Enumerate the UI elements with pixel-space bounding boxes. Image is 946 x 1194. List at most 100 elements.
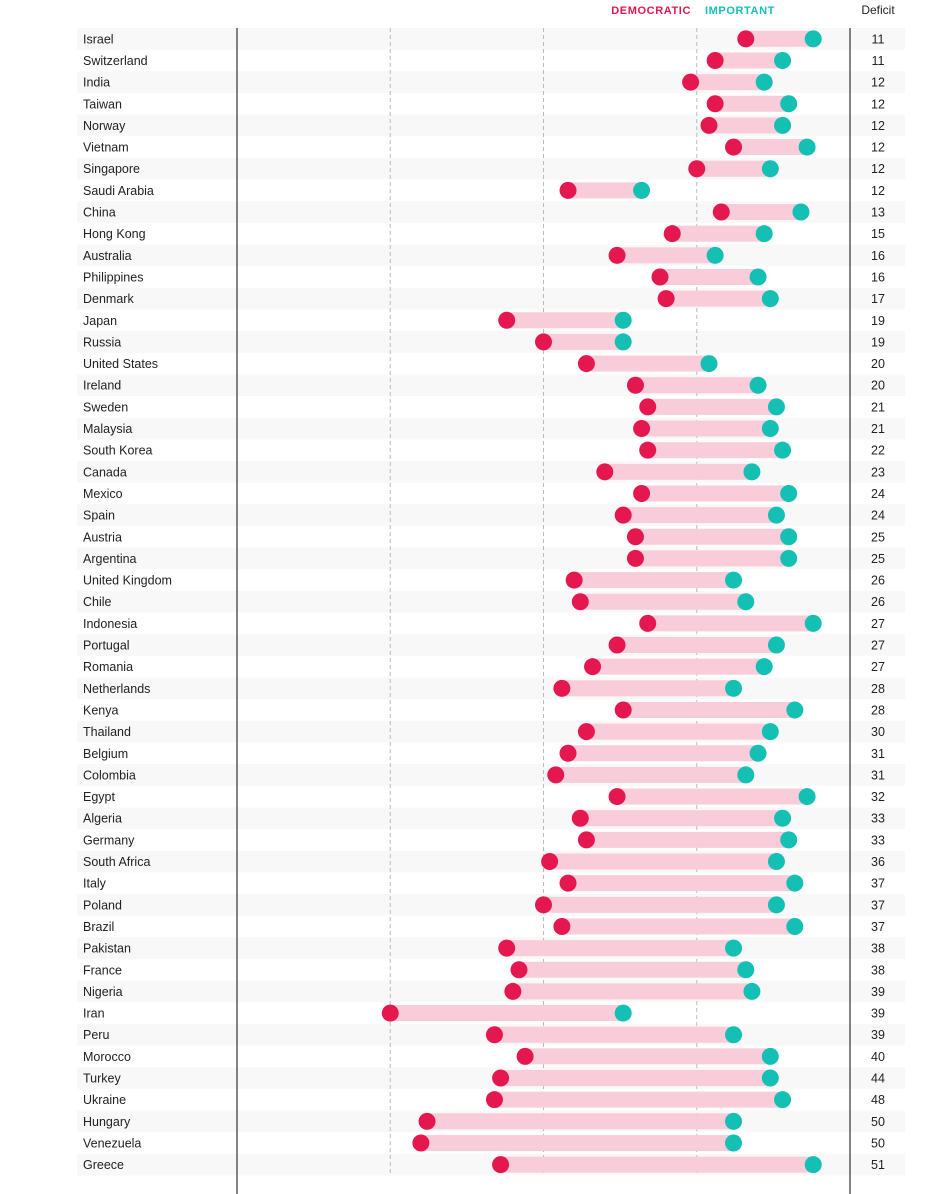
deficit-value: 12: [871, 184, 885, 198]
important-dot: [725, 679, 743, 697]
democratic-dot: [492, 1156, 510, 1174]
democratic-dot: [418, 1112, 436, 1130]
deficit-value: 37: [871, 920, 885, 934]
country-label: Vietnam: [83, 141, 129, 155]
democratic-dot: [682, 73, 700, 91]
important-dot: [804, 614, 822, 632]
gap-bar: [696, 160, 771, 177]
gap-bar: [672, 225, 765, 242]
country-label: Chile: [83, 595, 112, 609]
country-label: Austria: [83, 530, 122, 544]
gap-bar: [623, 507, 777, 524]
country-label: Netherlands: [83, 682, 150, 696]
row-stripe: [77, 114, 905, 137]
row-stripe: [77, 287, 905, 310]
deficit-value: 12: [871, 119, 885, 133]
gap-bar: [635, 377, 759, 394]
gap-bar: [580, 810, 783, 827]
gap-bar: [427, 1113, 734, 1130]
important-dot: [755, 73, 773, 91]
deficit-value: 13: [871, 206, 885, 220]
important-dot: [761, 290, 779, 308]
democratic-dot: [614, 701, 632, 719]
gap-bar: [543, 896, 777, 913]
democratic-dot: [626, 528, 644, 546]
row-stripe: [77, 677, 905, 700]
gap-bar: [512, 983, 752, 1000]
gap-bar: [647, 442, 783, 459]
country-label: Italy: [83, 877, 107, 891]
deficit-value: 16: [871, 249, 885, 263]
country-label: Hong Kong: [83, 227, 146, 241]
important-dot: [743, 463, 761, 481]
gap-bar: [666, 290, 771, 307]
important-dot: [761, 1047, 779, 1065]
democratic-dot: [626, 549, 644, 567]
gap-bar: [586, 355, 710, 372]
gap-bar: [561, 918, 795, 935]
gap-bar: [568, 875, 795, 892]
deficit-value: 21: [871, 422, 885, 436]
deficit-values: 11 11 12 12 12 12 12 12 13 15 16 16 17 19 19 20 20 21 21 22…: [871, 32, 885, 1172]
gap-bar: [690, 74, 765, 91]
axes: [236, 28, 851, 1194]
country-label: Philippines: [83, 270, 143, 284]
important-dot: [761, 1069, 779, 1087]
country-label: Egypt: [83, 790, 115, 804]
gap-bar: [647, 615, 814, 632]
important-dot: [780, 549, 798, 567]
deficit-value: 32: [871, 790, 885, 804]
important-dot: [798, 138, 816, 156]
gap-bar: [580, 593, 746, 610]
deficit-value: 16: [871, 270, 885, 284]
important-dot: [761, 420, 779, 438]
country-label: Venezuela: [83, 1136, 141, 1150]
important-dot: [614, 1004, 632, 1022]
deficit-value: 38: [871, 942, 885, 956]
country-label: Peru: [83, 1028, 109, 1042]
gap-bar: [586, 831, 789, 848]
country-label: Canada: [83, 465, 127, 479]
democratic-dot: [725, 138, 743, 156]
country-label: United States: [83, 357, 158, 371]
democratic-dot: [626, 376, 644, 394]
gap-bar: [420, 1134, 734, 1151]
country-label: Denmark: [83, 292, 134, 306]
deficit-value: 28: [871, 703, 885, 717]
deficit-value: 22: [871, 444, 885, 458]
important-dot: [767, 506, 785, 524]
democratic-dot: [541, 853, 559, 871]
democratic-dot: [510, 961, 528, 979]
deficit-value: 39: [871, 1028, 885, 1042]
gap-bar: [500, 1156, 814, 1173]
important-dot: [780, 95, 798, 113]
important-dot: [633, 181, 651, 199]
country-label: India: [83, 76, 110, 90]
democratic-dot: [516, 1047, 534, 1065]
deficit-value: 12: [871, 141, 885, 155]
gap-bar: [635, 550, 789, 567]
deficit-value: 48: [871, 1093, 885, 1107]
country-label: Singapore: [83, 162, 140, 176]
gap-bar: [617, 637, 777, 654]
important-dot: [614, 311, 632, 329]
deficit-value: 28: [871, 682, 885, 696]
country-label: Belgium: [83, 747, 128, 761]
country-label: Kenya: [83, 703, 118, 717]
important-dot: [749, 376, 767, 394]
legend: DEMOCRATIC IMPORTANT Deficit: [611, 3, 895, 17]
important-dot: [725, 1134, 743, 1152]
important-dot: [786, 874, 804, 892]
country-label: Spain: [83, 509, 115, 523]
democratic-dot: [663, 225, 681, 243]
deficit-value: 31: [871, 768, 885, 782]
gap-bar: [500, 1070, 771, 1087]
important-dot: [706, 246, 724, 264]
democratic-dot: [535, 333, 552, 351]
democratic-dot: [608, 246, 626, 264]
democratic-dot: [700, 116, 718, 134]
gap-bar: [733, 139, 808, 156]
important-dot: [737, 766, 755, 784]
important-dot: [749, 268, 767, 286]
row-stripe: [77, 71, 905, 93]
